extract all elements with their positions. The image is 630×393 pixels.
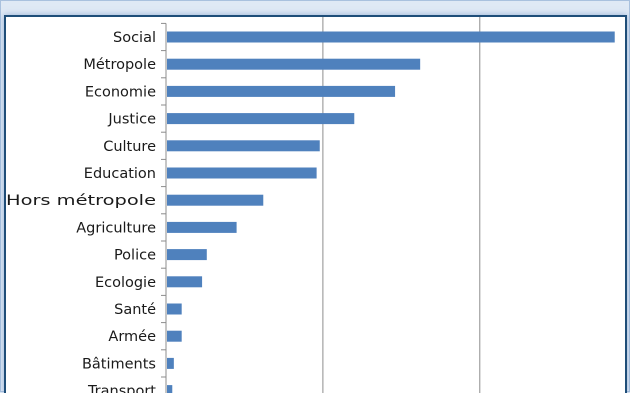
bar-metropole <box>167 59 420 70</box>
bar-economie <box>167 86 395 97</box>
bar-hors-metropole <box>167 195 263 206</box>
bar-ecologie <box>167 276 202 287</box>
bar-armee <box>167 331 182 342</box>
gridlines <box>323 17 480 393</box>
category-label-education: Education <box>84 166 156 182</box>
category-label-justice: Justice <box>107 112 156 128</box>
category-axis <box>161 23 166 393</box>
category-label-batiments: Bâtiments <box>82 356 156 372</box>
bar-justice <box>167 113 354 124</box>
category-label-hors-metropole: Hors métropole <box>6 193 156 209</box>
bars <box>167 32 615 393</box>
category-label-ecologie: Ecologie <box>95 275 156 291</box>
bar-batiments <box>167 358 174 369</box>
category-label-culture: Culture <box>103 139 156 155</box>
bar-chart: Social Métropole Economie Justice Culture Edu… <box>6 17 625 393</box>
category-label-economie: Economie <box>85 84 156 100</box>
bar-social <box>167 32 615 43</box>
category-label-agriculture: Agriculture <box>76 220 156 236</box>
bar-education <box>167 168 317 179</box>
bar-agriculture <box>167 222 237 233</box>
category-labels: Social Métropole Economie Justice Culture Edu… <box>6 30 156 393</box>
bar-culture <box>167 140 320 151</box>
category-label-police: Police <box>114 248 156 264</box>
category-label-sante: Santé <box>114 302 156 318</box>
category-label-armee: Armée <box>108 329 156 345</box>
bar-sante <box>167 304 182 315</box>
category-label-metropole: Métropole <box>83 57 156 73</box>
category-label-social: Social <box>113 30 156 46</box>
bar-police <box>167 249 207 260</box>
chart-area: Social Métropole Economie Justice Culture Edu… <box>4 15 627 393</box>
